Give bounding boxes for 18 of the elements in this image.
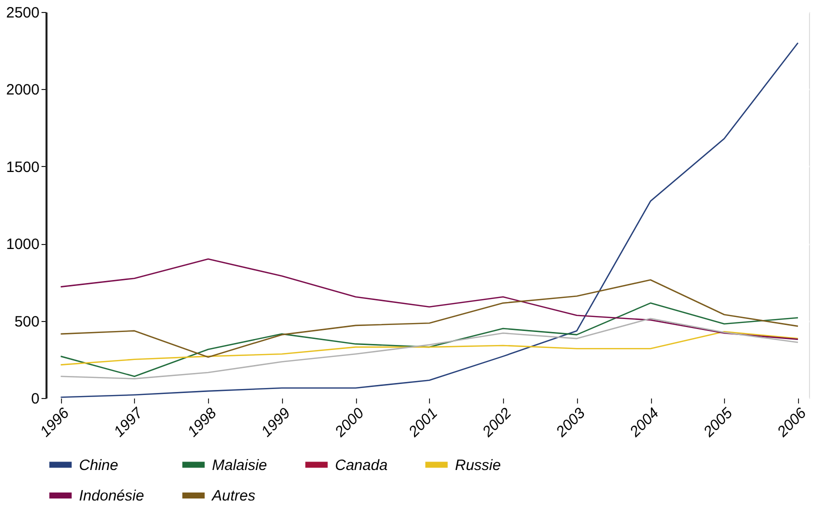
line-series xyxy=(60,42,799,398)
legend-label: Malaisie xyxy=(212,456,268,474)
legend-label: Autres xyxy=(211,488,256,504)
y-tick-label: 1500 xyxy=(6,158,40,176)
y-tick-label: 0 xyxy=(31,390,40,408)
y-tick-label: 1000 xyxy=(6,236,40,254)
y-tick-label: 2500 xyxy=(6,4,40,22)
line-series xyxy=(60,279,799,358)
line-series xyxy=(60,318,799,380)
line-series xyxy=(60,330,799,366)
legend-label: Russie xyxy=(455,456,501,474)
y-tick-label: 500 xyxy=(14,313,40,330)
y-tick-label: 2000 xyxy=(6,82,40,99)
legend-label: Indonésie xyxy=(79,488,144,504)
line-series xyxy=(60,258,799,340)
line-series xyxy=(60,302,799,378)
legend-label: Canada xyxy=(335,456,388,474)
legend-label: Chine xyxy=(79,456,118,474)
